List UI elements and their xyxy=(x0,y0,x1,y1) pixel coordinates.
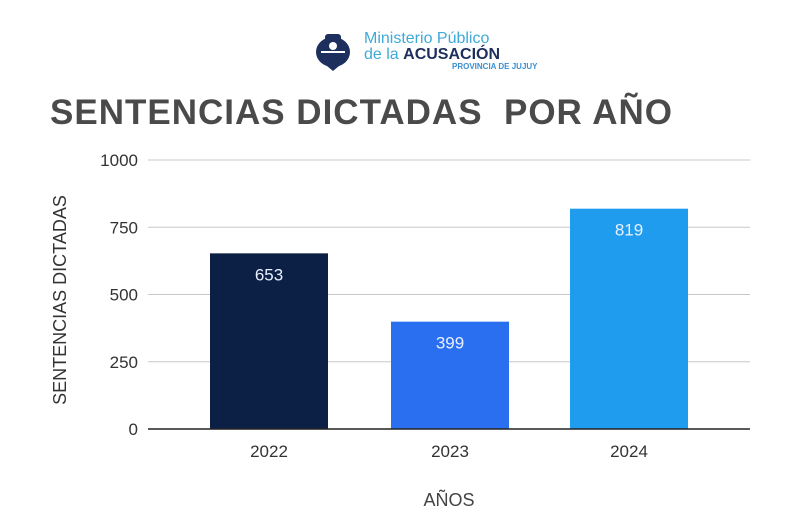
y-tick-label: 0 xyxy=(129,420,138,439)
logo-line2b: ACUSACIÓN xyxy=(403,46,501,63)
logo-line3: PROVINCIA DE JUJUY xyxy=(452,62,538,71)
x-tick-label: 2023 xyxy=(431,442,469,461)
bar-2022 xyxy=(210,253,328,429)
chart-title: SENTENCIAS DICTADAS POR AÑO xyxy=(50,93,674,132)
y-tick-label: 1000 xyxy=(100,151,138,170)
y-tick-label: 250 xyxy=(110,353,138,372)
y-tick-label: 500 xyxy=(110,286,138,305)
bar-2024 xyxy=(570,208,688,429)
y-tick-label: 750 xyxy=(110,218,138,237)
x-tick-label: 2022 xyxy=(250,442,288,461)
x-tick-label: 2024 xyxy=(610,442,648,461)
ministry-logo: Ministerio Público de la ACUSACIÓN PROVI… xyxy=(312,30,538,72)
data-label: 399 xyxy=(436,334,464,353)
x-axis-label: AÑOS xyxy=(423,489,474,510)
bar-2023 xyxy=(391,321,509,429)
coat-of-arms-icon xyxy=(316,34,350,71)
logo-line1: Ministerio Público xyxy=(364,30,490,47)
data-label: 653 xyxy=(255,265,283,284)
data-label: 819 xyxy=(615,221,643,240)
y-axis-label: SENTENCIAS DICTADAS xyxy=(50,195,70,405)
logo-line2a: de la xyxy=(364,46,404,63)
